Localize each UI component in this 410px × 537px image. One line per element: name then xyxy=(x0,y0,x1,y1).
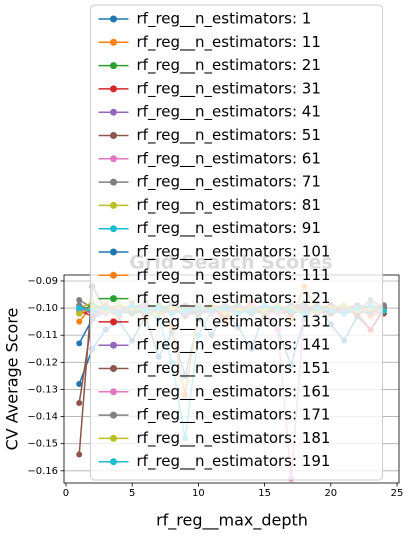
legend-label: rf_reg__n_estimators: 21 xyxy=(137,56,321,75)
x-tick-label: 20 xyxy=(324,488,337,499)
data-point xyxy=(76,340,83,347)
legend-marker xyxy=(110,85,117,93)
legend-label: rf_reg__n_estimators: 141 xyxy=(137,336,331,355)
data-point xyxy=(76,451,83,458)
legend-marker xyxy=(110,108,117,116)
legend-marker xyxy=(110,318,117,326)
data-point xyxy=(76,310,83,317)
legend-marker xyxy=(110,178,117,186)
legend-marker xyxy=(110,434,117,442)
y-tick-label: −0.16 xyxy=(27,466,58,477)
legend-label: rf_reg__n_estimators: 41 xyxy=(137,103,321,122)
y-tick-label: −0.11 xyxy=(27,330,58,341)
legend-label: rf_reg__n_estimators: 91 xyxy=(137,219,321,238)
data-point xyxy=(76,296,83,303)
y-tick-label: −0.09 xyxy=(27,276,58,287)
legend-label: rf_reg__n_estimators: 171 xyxy=(137,406,331,425)
legend-label: rf_reg__n_estimators: 71 xyxy=(137,173,321,192)
legend-label: rf_reg__n_estimators: 51 xyxy=(137,126,321,145)
legend-label: rf_reg__n_estimators: 191 xyxy=(137,452,331,471)
data-point xyxy=(76,318,83,325)
legend-marker xyxy=(110,388,117,396)
legend-label: rf_reg__n_estimators: 101 xyxy=(137,243,331,262)
x-tick-label: 0 xyxy=(63,488,69,499)
legend-marker xyxy=(110,341,117,349)
legend-marker xyxy=(110,38,117,46)
legend-marker xyxy=(110,271,117,279)
x-axis-label: rf_reg__max_depth xyxy=(156,511,308,531)
y-tick-label: −0.14 xyxy=(27,412,58,423)
legend-marker xyxy=(110,365,117,372)
data-point xyxy=(76,400,83,406)
legend-marker xyxy=(110,62,117,70)
legend-label: rf_reg__n_estimators: 151 xyxy=(137,359,331,378)
legend-marker xyxy=(110,411,117,419)
legend-label: rf_reg__n_estimators: 11 xyxy=(137,33,321,52)
y-tick-label: −0.13 xyxy=(27,384,58,395)
x-tick-label: 25 xyxy=(391,488,404,499)
legend-marker xyxy=(110,458,117,466)
legend-label: rf_reg__n_estimators: 131 xyxy=(137,312,331,331)
legend-marker xyxy=(110,295,117,303)
y-tick-label: −0.12 xyxy=(27,357,58,368)
legend-label: rf_reg__n_estimators: 61 xyxy=(137,149,321,168)
y-axis-label: CV Average Score xyxy=(3,308,22,451)
x-tick-label: 10 xyxy=(192,488,205,499)
x-tick-label: 15 xyxy=(258,488,271,499)
y-tick-label: −0.15 xyxy=(27,439,58,450)
legend-marker xyxy=(110,225,117,233)
legend-label: rf_reg__n_estimators: 1 xyxy=(137,10,312,29)
x-tick-label: 5 xyxy=(129,488,135,499)
legend-marker xyxy=(110,201,117,209)
data-point xyxy=(76,305,83,312)
legend-frame xyxy=(90,4,383,481)
legend-marker xyxy=(110,155,117,163)
legend-label: rf_reg__n_estimators: 31 xyxy=(137,79,321,98)
legend-label: rf_reg__n_estimators: 161 xyxy=(137,382,331,401)
legend-label: rf_reg__n_estimators: 121 xyxy=(137,289,331,308)
data-point xyxy=(76,381,83,388)
legend-label: rf_reg__n_estimators: 81 xyxy=(137,196,321,215)
legend: rf_reg__n_estimators: 1 rf_reg__n_estimat… xyxy=(90,4,383,481)
legend-label: rf_reg__n_estimators: 181 xyxy=(137,429,331,448)
legend-label: rf_reg__n_estimators: 111 xyxy=(137,266,331,285)
legend-marker xyxy=(110,15,117,23)
legend-marker xyxy=(110,132,117,139)
legend-marker xyxy=(110,248,117,256)
y-tick-label: −0.10 xyxy=(27,303,58,314)
